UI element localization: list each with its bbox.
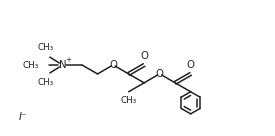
Text: O: O [187, 60, 195, 70]
Text: N: N [59, 60, 66, 70]
Text: +: + [65, 57, 71, 63]
Text: O: O [156, 69, 164, 79]
Text: CH₃: CH₃ [120, 96, 137, 105]
Text: CH₃: CH₃ [22, 61, 38, 69]
Text: CH₃: CH₃ [38, 78, 54, 87]
Text: CH₃: CH₃ [38, 43, 54, 52]
Text: I⁻: I⁻ [19, 112, 27, 123]
Text: O: O [109, 60, 117, 70]
Text: O: O [140, 51, 148, 61]
